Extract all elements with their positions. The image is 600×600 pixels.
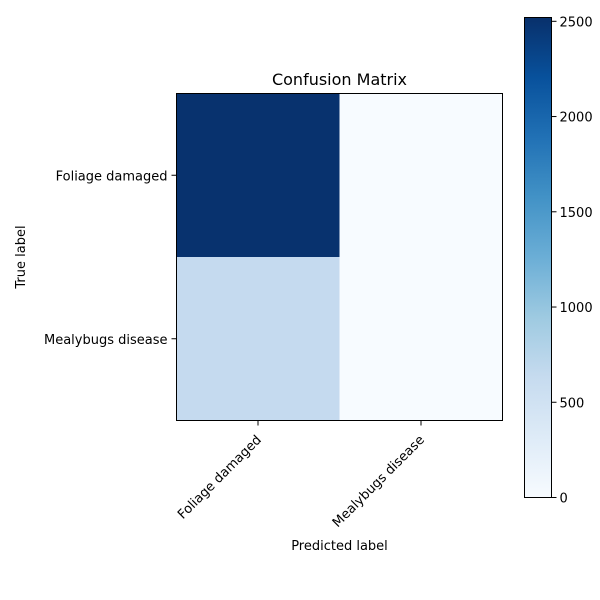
- x-tick-label: Foliage damaged: [175, 433, 265, 523]
- colorbar: [524, 17, 552, 498]
- x-axis-ticks: Foliage damaged Mealybugs disease: [175, 420, 428, 531]
- colorbar-tick-label: 0: [560, 492, 568, 507]
- colorbar-tick-label: 2500: [560, 15, 593, 30]
- y-tick-label: Mealybugs disease: [44, 333, 168, 348]
- x-axis-label: Predicted label: [291, 539, 388, 554]
- y-axis-label: True label: [14, 225, 29, 289]
- x-tick-label: Mealybugs disease: [330, 433, 428, 531]
- heatmap-cell: [176, 93, 340, 257]
- colorbar-ticks: 0 500 1000 1500 2000 2500: [551, 15, 593, 507]
- plot-frame: [176, 93, 503, 421]
- y-tick-label: Foliage damaged: [56, 169, 168, 184]
- heatmap-cells: [176, 93, 503, 421]
- heatmap-cell: [176, 257, 340, 421]
- chart-title: Confusion Matrix: [272, 70, 407, 89]
- heatmap-cell: [339, 93, 503, 257]
- colorbar-tick-label: 1000: [560, 301, 593, 316]
- colorbar-tick-label: 2000: [560, 111, 593, 126]
- y-axis-ticks: Foliage damaged Mealybugs disease: [44, 169, 177, 348]
- heatmap-cell: [339, 257, 503, 421]
- colorbar-tick-label: 1500: [560, 206, 593, 221]
- colorbar-tick-label: 500: [560, 396, 585, 411]
